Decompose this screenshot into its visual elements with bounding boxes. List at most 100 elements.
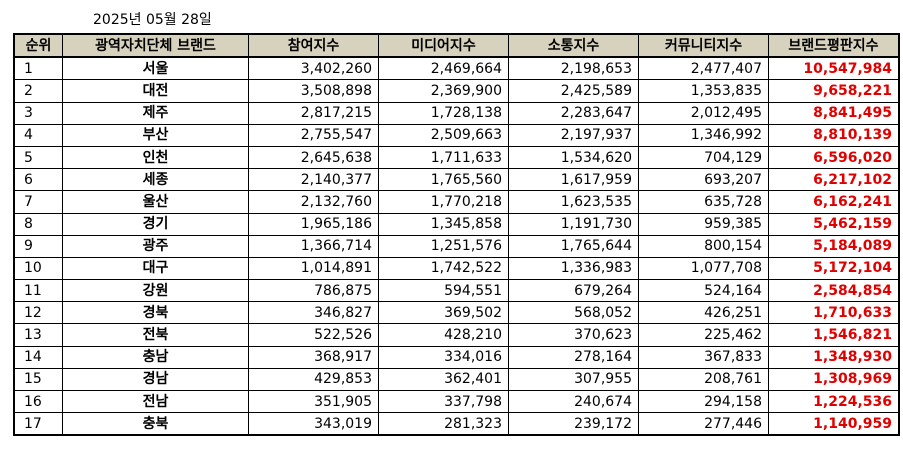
table-row: 11 강원 786,875 594,551 679,264 524,164 2,584,85… — [14, 279, 899, 303]
table-row: 1 서울 3,402,260 2,469,664 2,198,653 2,477,407 1… — [14, 56, 899, 81]
communication-cell: 1,336,983 — [508, 256, 639, 281]
community-cell: 426,251 — [638, 301, 769, 325]
media-cell: 2,509,663 — [378, 123, 509, 147]
participation-cell: 3,402,260 — [248, 56, 379, 81]
participation-cell: 346,827 — [248, 301, 379, 325]
brand-cell: 대전 — [62, 79, 249, 103]
communication-cell: 2,283,647 — [508, 101, 639, 125]
community-cell: 524,164 — [638, 279, 769, 303]
communication-cell: 239,172 — [508, 412, 639, 436]
brand-cell: 경남 — [62, 367, 249, 392]
rank-cell: 11 — [14, 279, 63, 303]
participation-cell: 343,019 — [248, 412, 379, 436]
community-cell: 1,077,708 — [638, 256, 769, 281]
participation-cell: 1,965,186 — [248, 212, 379, 236]
rank-cell: 3 — [14, 101, 63, 125]
brand-cell: 강원 — [62, 279, 249, 303]
rank-cell: 17 — [14, 412, 63, 436]
media-cell: 2,469,664 — [378, 56, 509, 81]
table-row: 10 대구 1,014,891 1,742,522 1,336,983 1,077,708… — [14, 256, 899, 281]
column-header-brand: 광역자치단체 브랜드 — [62, 34, 249, 59]
brand-cell: 서울 — [62, 56, 249, 81]
participation-cell: 2,132,760 — [248, 190, 379, 214]
participation-cell: 3,508,898 — [248, 79, 379, 103]
report-date: 2025년 05월 28일 — [93, 12, 212, 28]
media-cell: 1,765,560 — [378, 168, 509, 192]
brand-cell: 전북 — [62, 323, 249, 347]
brand-cell: 전남 — [62, 389, 249, 414]
media-cell: 334,016 — [378, 345, 509, 369]
brand-cell: 광주 — [62, 234, 249, 258]
brand-cell: 경기 — [62, 212, 249, 236]
media-cell: 594,551 — [378, 279, 509, 303]
table-row: 2 대전 3,508,898 2,369,900 2,425,589 1,353,835 9… — [14, 79, 899, 103]
participation-cell: 2,817,215 — [248, 101, 379, 125]
reputation-cell: 10,547,984 — [768, 56, 899, 81]
communication-cell: 278,164 — [508, 345, 639, 369]
communication-cell: 679,264 — [508, 279, 639, 303]
reputation-cell: 1,546,821 — [768, 323, 899, 347]
table-row: 9 광주 1,366,714 1,251,576 1,765,644 800,154 5,1… — [14, 234, 899, 258]
communication-cell: 1,534,620 — [508, 145, 639, 170]
participation-cell: 2,645,638 — [248, 145, 379, 170]
table-row: 7 울산 2,132,760 1,770,218 1,623,535 635,728 6,1… — [14, 190, 899, 214]
table-row: 4 부산 2,755,547 2,509,663 2,197,937 1,346,992 8… — [14, 123, 899, 147]
reputation-cell: 1,348,930 — [768, 345, 899, 369]
media-cell: 1,251,576 — [378, 234, 509, 258]
reputation-cell: 1,710,633 — [768, 301, 899, 325]
communication-cell: 1,617,959 — [508, 168, 639, 192]
brand-cell: 대구 — [62, 256, 249, 281]
reputation-cell: 6,162,241 — [768, 190, 899, 214]
community-cell: 800,154 — [638, 234, 769, 258]
brand-reputation-table: 순위 광역자치단체 브랜드 참여지수 미디어지수 소통지수 커뮤니티지수 브랜드… — [13, 32, 900, 437]
table-row: 5 인천 2,645,638 1,711,633 1,534,620 704,129 6,5… — [14, 145, 899, 170]
community-cell: 635,728 — [638, 190, 769, 214]
participation-cell: 351,905 — [248, 389, 379, 414]
rank-cell: 16 — [14, 389, 63, 414]
reputation-cell: 6,217,102 — [768, 168, 899, 192]
reputation-cell: 1,224,536 — [768, 389, 899, 414]
brand-cell: 울산 — [62, 190, 249, 214]
reputation-cell: 5,172,104 — [768, 256, 899, 281]
communication-cell: 2,197,937 — [508, 123, 639, 147]
table-row: 6 세종 2,140,377 1,765,560 1,617,959 693,207 6,2… — [14, 168, 899, 192]
reputation-cell: 1,308,969 — [768, 367, 899, 392]
community-cell: 294,158 — [638, 389, 769, 414]
reputation-cell: 8,841,495 — [768, 101, 899, 125]
participation-cell: 2,755,547 — [248, 123, 379, 147]
table-row: 14 충남 368,917 334,016 278,164 367,833 1,348,93… — [14, 345, 899, 369]
community-cell: 693,207 — [638, 168, 769, 192]
participation-cell: 429,853 — [248, 367, 379, 392]
community-cell: 1,346,992 — [638, 123, 769, 147]
community-cell: 704,129 — [638, 145, 769, 170]
media-cell: 281,323 — [378, 412, 509, 436]
rank-cell: 8 — [14, 212, 63, 236]
participation-cell: 786,875 — [248, 279, 379, 303]
rank-cell: 10 — [14, 256, 63, 281]
communication-cell: 2,198,653 — [508, 56, 639, 81]
column-header-communication: 소통지수 — [508, 34, 639, 59]
community-cell: 1,353,835 — [638, 79, 769, 103]
media-cell: 337,798 — [378, 389, 509, 414]
media-cell: 428,210 — [378, 323, 509, 347]
community-cell: 208,761 — [638, 367, 769, 392]
media-cell: 1,742,522 — [378, 256, 509, 281]
media-cell: 1,345,858 — [378, 212, 509, 236]
table-row: 13 전북 522,526 428,210 370,623 225,462 1,546,82… — [14, 323, 899, 347]
rank-cell: 1 — [14, 56, 63, 81]
brand-cell: 인천 — [62, 145, 249, 170]
reputation-cell: 5,184,089 — [768, 234, 899, 258]
participation-cell: 2,140,377 — [248, 168, 379, 192]
participation-cell: 522,526 — [248, 323, 379, 347]
communication-cell: 370,623 — [508, 323, 639, 347]
communication-cell: 1,765,644 — [508, 234, 639, 258]
media-cell: 1,711,633 — [378, 145, 509, 170]
media-cell: 1,728,138 — [378, 101, 509, 125]
column-header-participation: 참여지수 — [248, 34, 379, 59]
table-row: 3 제주 2,817,215 1,728,138 2,283,647 2,012,495 8… — [14, 101, 899, 125]
communication-cell: 2,425,589 — [508, 79, 639, 103]
rank-cell: 5 — [14, 145, 63, 170]
table-body: 1 서울 3,402,260 2,469,664 2,198,653 2,477,407 1… — [14, 56, 899, 436]
rank-cell: 15 — [14, 367, 63, 392]
table-row: 15 경남 429,853 362,401 307,955 208,761 1,308,96… — [14, 367, 899, 392]
